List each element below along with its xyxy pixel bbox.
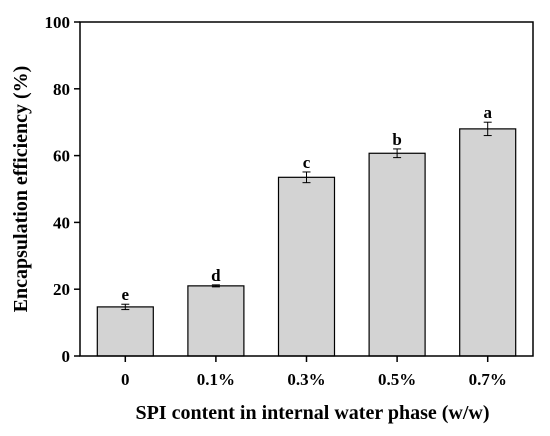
bar <box>459 128 517 357</box>
x-tick-label: 0 <box>121 370 130 389</box>
y-tick-label: 100 <box>45 13 71 32</box>
significance-letter: b <box>392 130 401 149</box>
bar <box>96 306 154 357</box>
bar <box>187 285 245 357</box>
y-axis-ticks: 0 20 40 60 80 100 <box>45 13 80 366</box>
error-bar <box>211 284 220 288</box>
y-tick-label: 0 <box>62 347 71 366</box>
significance-letter: a <box>483 103 492 122</box>
y-axis-label: Encapsulation efficiency (%) <box>10 66 32 313</box>
error-bar <box>302 171 311 184</box>
y-tick-label: 80 <box>53 80 70 99</box>
significance-letters-group: e d c b a <box>122 103 493 304</box>
y-tick-label: 20 <box>53 280 70 299</box>
y-tick-label: 60 <box>53 147 70 166</box>
x-tick-label: 0.3% <box>287 370 325 389</box>
significance-letter: c <box>303 153 311 172</box>
error-bars-group <box>121 121 492 311</box>
x-tick-label: 0.7% <box>469 370 507 389</box>
bar <box>277 176 336 357</box>
bar <box>368 152 426 357</box>
x-axis-ticks: 0 0.1% 0.3% 0.5% 0.7% <box>121 356 507 389</box>
error-bar <box>483 121 492 137</box>
significance-letter: e <box>122 285 130 304</box>
significance-letter: d <box>211 266 221 285</box>
error-bar <box>393 148 402 159</box>
x-tick-label: 0.5% <box>378 370 416 389</box>
y-tick-label: 40 <box>53 213 70 232</box>
error-bar <box>121 303 130 311</box>
x-axis-label: SPI content in internal water phase (w/w… <box>135 402 489 424</box>
x-tick-label: 0.1% <box>197 370 235 389</box>
